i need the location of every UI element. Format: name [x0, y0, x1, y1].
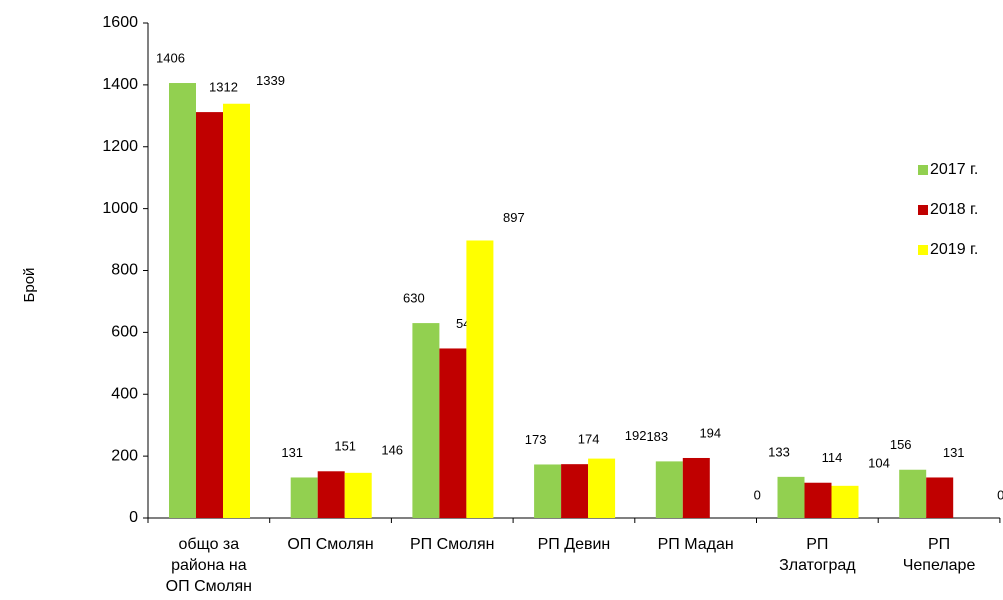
data-label: 194 [699, 425, 721, 440]
bar [196, 112, 223, 518]
bar [804, 482, 832, 518]
data-label: 104 [868, 455, 890, 470]
y-tick-label: 600 [111, 324, 138, 341]
bar [344, 472, 372, 518]
data-label: 0 [997, 487, 1003, 502]
x-tick-label: РП Девин [537, 536, 611, 553]
bar [926, 477, 954, 518]
y-tick-label: 400 [111, 385, 138, 402]
x-tick-label: ОП Смолян [287, 536, 374, 553]
bar [439, 348, 467, 518]
bar [831, 485, 859, 518]
data-label: 0 [754, 487, 761, 502]
data-label: 151 [334, 439, 356, 454]
bar [682, 457, 710, 518]
bar [317, 471, 345, 518]
y-tick-label: 1600 [102, 14, 138, 31]
data-label: 192 [625, 428, 647, 443]
data-label: 131 [281, 445, 303, 460]
data-label: 146 [381, 442, 403, 457]
bar [169, 83, 196, 519]
bar [412, 323, 440, 518]
y-tick-label: 1400 [102, 76, 138, 93]
x-tick-label: РП Смолян [409, 536, 495, 553]
y-axis-label: Брой [21, 268, 38, 303]
data-label: 114 [822, 450, 843, 465]
legend-label: 2019 г. [930, 241, 978, 258]
y-tick-label: 1200 [102, 138, 138, 155]
data-label: 1312 [209, 80, 238, 95]
data-label: 174 [578, 432, 600, 447]
data-label: 133 [768, 444, 790, 459]
data-label: 1339 [256, 73, 285, 88]
x-tick-label: РП Златоград [779, 536, 856, 574]
bar [655, 461, 683, 518]
data-label: 156 [890, 437, 912, 452]
bar [777, 476, 805, 518]
bar [899, 469, 927, 518]
data-label: 897 [503, 210, 525, 225]
legend-marker [918, 165, 928, 175]
data-label: 630 [403, 291, 425, 306]
bar [534, 464, 562, 518]
legend-label: 2018 г. [930, 201, 978, 218]
x-tick-label: общо за района на ОП Смолян [165, 536, 252, 595]
y-tick-label: 0 [129, 509, 138, 526]
bar [223, 103, 250, 518]
x-tick-label: РП Мадан [657, 536, 734, 553]
legend-marker [918, 205, 928, 215]
legend-label: 2017 г. [930, 161, 978, 178]
data-label: 1406 [156, 50, 185, 65]
y-tick-label: 1000 [102, 200, 138, 217]
data-label: 183 [646, 429, 668, 444]
x-tick-label: РП Чепеларе [902, 536, 976, 574]
y-tick-label: 200 [111, 447, 138, 464]
bar [466, 240, 494, 518]
bar [290, 477, 318, 518]
bar [588, 458, 616, 518]
y-tick-label: 800 [111, 262, 138, 279]
bar [561, 464, 589, 518]
data-label: 173 [525, 432, 547, 447]
legend-marker [918, 245, 928, 255]
data-label: 131 [943, 445, 965, 460]
